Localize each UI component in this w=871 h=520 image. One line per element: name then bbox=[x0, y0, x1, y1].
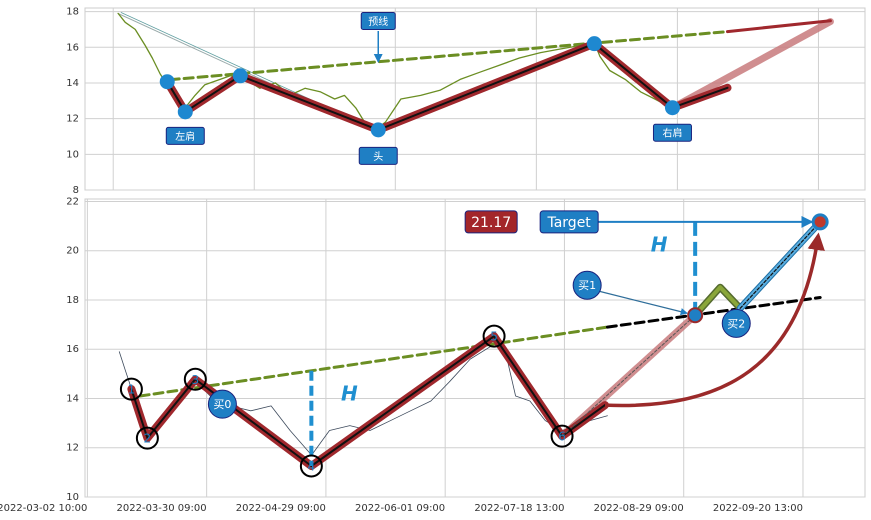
zigzag-core bbox=[693, 285, 743, 318]
annotation: 预线 bbox=[368, 15, 388, 28]
y-tick-label: 10 bbox=[66, 149, 79, 160]
pattern-point bbox=[183, 367, 207, 391]
neckline-ext bbox=[726, 19, 832, 34]
projection-guide bbox=[561, 314, 696, 437]
y-tick-label: 14 bbox=[66, 393, 79, 404]
height-label: H bbox=[651, 232, 668, 256]
neckline bbox=[138, 325, 609, 398]
buy-point bbox=[687, 307, 704, 324]
y-tick-label: 20 bbox=[66, 246, 79, 257]
y-tick-label: 16 bbox=[66, 344, 79, 355]
pattern-point bbox=[159, 74, 175, 90]
y-tick-label: 12 bbox=[66, 443, 79, 454]
height-label: H bbox=[341, 381, 358, 405]
x-tick-label: 2022-03-30 09:00 bbox=[117, 503, 207, 514]
annotation: 头 bbox=[373, 151, 383, 163]
target-point bbox=[811, 213, 829, 231]
buy-point bbox=[207, 389, 237, 419]
pattern-point bbox=[664, 100, 680, 116]
y-tick-label: 10 bbox=[66, 492, 79, 503]
y-tick-label: 18 bbox=[66, 7, 79, 18]
point-label: 2 bbox=[144, 432, 152, 446]
target-label-box bbox=[539, 210, 599, 234]
y-tick-label: 8 bbox=[73, 185, 79, 196]
point-label: 3 bbox=[192, 373, 200, 387]
buy-label: 买1 bbox=[578, 279, 596, 292]
y-tick-label: 18 bbox=[66, 295, 79, 306]
curved-arrow bbox=[604, 232, 825, 408]
annotation-box bbox=[165, 126, 205, 145]
target-value: 21.17 bbox=[471, 215, 511, 231]
pattern-point bbox=[177, 104, 193, 120]
pattern-point bbox=[135, 426, 159, 450]
x-tick-label: 2022-07-18 13:00 bbox=[474, 503, 564, 514]
buy-arrow bbox=[599, 290, 688, 316]
projection-guide bbox=[739, 221, 821, 309]
pattern-point bbox=[232, 68, 248, 84]
buy-label: 买2 bbox=[727, 317, 745, 330]
annotation-box bbox=[360, 12, 396, 30]
target-value-box bbox=[464, 210, 518, 234]
pattern-point bbox=[482, 324, 506, 348]
pattern-point bbox=[586, 36, 602, 52]
annotation: 左肩 bbox=[175, 130, 195, 143]
annotation-box bbox=[652, 123, 692, 142]
pattern-point bbox=[370, 122, 386, 138]
x-tick-label: 2022-06-01 09:00 bbox=[355, 503, 445, 514]
point-label: 1 bbox=[128, 383, 136, 397]
x-tick-label: 2022-04-29 09:00 bbox=[236, 503, 326, 514]
target-label: Target bbox=[546, 215, 591, 231]
x-tick-label: 2022-08-29 09:00 bbox=[594, 503, 684, 514]
point-label: 6 bbox=[558, 430, 566, 444]
projection-line bbox=[669, 18, 834, 112]
buy-badge bbox=[572, 270, 602, 300]
point-label: 4 bbox=[308, 459, 316, 473]
pattern-point bbox=[119, 377, 143, 401]
y-tick-label: 14 bbox=[66, 78, 79, 89]
y-tick-label: 22 bbox=[66, 196, 79, 207]
neckline-ext bbox=[605, 296, 822, 329]
y-tick-label: 12 bbox=[66, 114, 79, 125]
point-label: 5 bbox=[490, 330, 498, 344]
pattern-point bbox=[299, 454, 323, 478]
buy-point bbox=[721, 308, 751, 338]
x-tick-label: 2022-03-02 10:00 bbox=[0, 503, 87, 514]
y-tick-label: 16 bbox=[66, 42, 79, 53]
annotation-box bbox=[358, 146, 398, 165]
plot-area bbox=[84, 7, 866, 191]
annotation: 右肩 bbox=[662, 127, 682, 140]
x-tick-label: 2022-09-20 13:00 bbox=[713, 503, 803, 514]
buy-label: 买0 bbox=[213, 398, 231, 411]
pattern-point bbox=[550, 424, 574, 448]
neckline bbox=[168, 30, 729, 82]
